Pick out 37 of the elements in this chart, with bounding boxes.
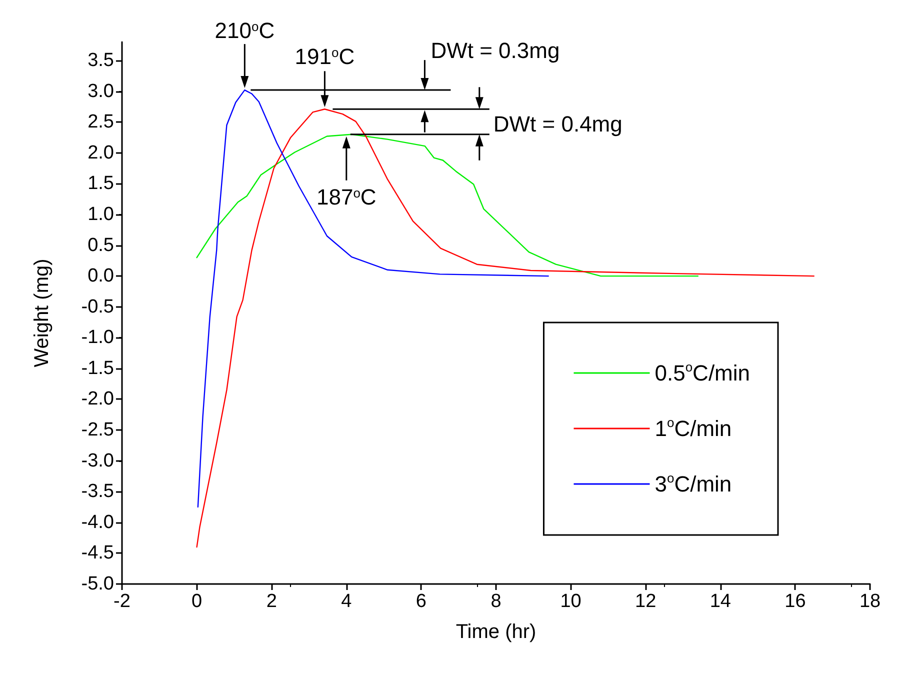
x-tick-label: 4	[341, 591, 352, 612]
y-tick-label: -0.5	[81, 296, 114, 318]
y-tick-label: -4.0	[81, 512, 114, 533]
y-tick-label: -4.5	[81, 542, 114, 564]
y-tick-label: -3.0	[81, 450, 114, 472]
x-tick-label: 16	[784, 591, 806, 612]
y-tick-label: -3.5	[81, 481, 114, 502]
x-tick-label: -2	[114, 591, 130, 612]
x-tick-label: 14	[710, 591, 732, 612]
annotation: DWt = 0.4mg	[493, 111, 622, 136]
y-tick-label: -1.0	[81, 327, 114, 348]
y-tick-label: -5.0	[81, 574, 114, 594]
x-tick-label: 8	[490, 591, 502, 612]
y-tick-label: 0.5	[88, 234, 114, 256]
x-tick-label: 6	[416, 591, 426, 612]
annotation: 210$^{o}$C	[214, 18, 275, 44]
x-tick-label: 18	[859, 591, 881, 612]
x-tick-label: 10	[560, 591, 582, 612]
x-tick-label: 2	[266, 591, 277, 612]
annotation: 187$^{o}$C	[316, 184, 376, 210]
y-tick-label: 2.0	[88, 142, 114, 164]
annotation: DWt = 0.3mg	[430, 38, 560, 64]
x-tick-label: 12	[635, 591, 656, 612]
y-tick-label: -1.5	[81, 358, 114, 379]
line-series	[196, 108, 814, 548]
y-tick-label: 1.0	[88, 204, 114, 225]
y-tick-label: 3.0	[88, 80, 114, 102]
y-tick-label: 0.0	[88, 266, 114, 287]
y-tick-label: 2.5	[88, 112, 114, 133]
y-tick-label: -2.0	[81, 388, 114, 410]
y-tick-label: 1.5	[88, 173, 114, 194]
annotation: 191$^{o}$C	[294, 44, 355, 70]
x-tick-label: 0	[192, 591, 202, 612]
y-axis-title: Weight (mg)	[31, 258, 53, 368]
y-tick-label: -2.5	[81, 420, 114, 441]
x-axis-title: Time (hr)	[456, 621, 536, 643]
y-tick-label: 3.5	[88, 50, 114, 71]
